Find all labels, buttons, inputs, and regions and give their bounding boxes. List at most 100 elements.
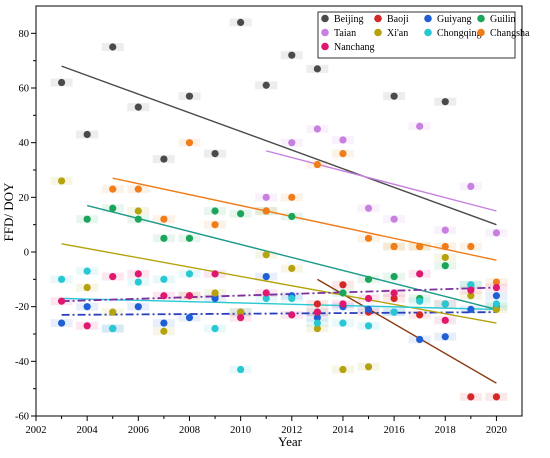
y-tick-label: -20	[15, 302, 29, 313]
data-point-nanchang	[83, 322, 91, 330]
y-tick-label: 40	[19, 138, 30, 149]
data-point-chongqing	[211, 324, 219, 333]
data-point-chongqing	[160, 275, 168, 283]
data-point-changsha	[313, 160, 321, 169]
trend-line-guilin	[86, 204, 497, 311]
data-point-baoji	[313, 300, 321, 308]
data-point-baoji	[467, 393, 475, 401]
data-point-changsha	[109, 185, 117, 193]
x-tick-label: 2010	[230, 425, 251, 436]
data-point-guilin	[83, 215, 91, 223]
data-point-xi-an	[339, 365, 347, 374]
data-point-changsha	[160, 215, 168, 223]
data-point-chongqing	[364, 322, 373, 330]
data-point-guiyang	[467, 305, 475, 313]
data-point-guiyang	[262, 273, 270, 281]
x-tick-label: 2012	[281, 425, 302, 436]
legend-marker-guiyang	[424, 14, 432, 23]
data-point-nanchang	[492, 283, 501, 292]
data-point-nanchang	[211, 270, 219, 278]
data-point-chongqing	[57, 275, 66, 283]
data-point-xi-an	[364, 363, 373, 371]
y-tick-label: 60	[19, 84, 30, 95]
x-tick-label: 2020	[486, 425, 507, 436]
data-point-changsha	[467, 242, 475, 251]
legend-label-chongqing: Chongqing	[437, 28, 481, 39]
y-tick-label: 80	[19, 29, 30, 40]
data-point-nanchang	[390, 289, 398, 297]
legend: Beijing Baoji Guiyang Guilin Taian Xi'an Chong…	[317, 11, 530, 59]
data-point-changsha	[492, 278, 501, 286]
data-point-nanchang	[467, 286, 475, 294]
data-point-taian	[467, 182, 475, 190]
data-point-xi-an	[492, 305, 501, 313]
data-point-beijing	[185, 92, 194, 100]
data-point-chongqing	[467, 281, 475, 289]
x-tick-label: 2014	[332, 425, 354, 436]
data-point-nanchang	[288, 311, 296, 319]
data-point-guiyang	[313, 314, 321, 322]
legend-marker-guilin	[477, 14, 485, 23]
data-point-chongqing	[262, 294, 270, 303]
data-point-baoji	[492, 393, 501, 401]
data-point-xi-an	[262, 251, 270, 259]
data-point-xi-an	[313, 324, 321, 333]
data-point-chongqing	[185, 270, 194, 278]
data-point-guiyang	[83, 303, 91, 311]
data-point-taian	[364, 204, 373, 212]
y-tick-label: -40	[15, 357, 29, 368]
data-point-xi-an	[160, 327, 168, 335]
data-point-guilin	[109, 204, 117, 212]
data-point-nanchang	[185, 292, 194, 300]
data-point-guilin	[339, 289, 347, 297]
data-point-changsha	[288, 193, 296, 201]
data-point-guiyang	[492, 292, 501, 300]
x-tick-label: 2006	[128, 425, 149, 436]
data-point-nanchang	[416, 270, 424, 278]
trend-line-layer	[61, 65, 497, 384]
data-point-beijing	[109, 43, 117, 51]
y-tick-label: -60	[15, 412, 29, 423]
point-halo-layer	[50, 18, 508, 401]
data-point-baoji	[339, 281, 347, 289]
data-point-beijing	[313, 65, 321, 73]
trend-line-baoji	[317, 278, 497, 384]
trend-line-changsha	[112, 177, 497, 261]
x-tick-label: 2018	[435, 425, 456, 436]
data-point-chongqing	[237, 365, 245, 374]
data-point-guiyang	[211, 294, 219, 303]
data-point-guiyang	[160, 319, 168, 327]
y-tick-label: 20	[19, 193, 30, 204]
data-point-taian	[262, 193, 270, 201]
data-point-changsha	[364, 234, 373, 242]
x-axis-label: Year	[278, 434, 303, 449]
legend-label-taian: Taian	[334, 28, 356, 39]
trend-line-nanchang	[61, 286, 497, 303]
data-point-taian	[390, 215, 398, 223]
y-tick-label: 0	[24, 248, 29, 259]
data-point-nanchang	[364, 294, 373, 303]
data-point-chongqing	[416, 297, 424, 305]
data-point-guilin	[160, 234, 168, 242]
legend-label-guiyang: Guiyang	[437, 14, 471, 25]
data-point-beijing	[288, 51, 296, 59]
legend-label-beijing: Beijing	[334, 14, 363, 25]
data-point-guilin	[441, 262, 449, 270]
data-point-guilin	[134, 215, 142, 223]
data-point-chongqing	[288, 294, 296, 303]
data-point-guiyang	[416, 335, 424, 344]
data-point-baoji	[416, 311, 424, 319]
data-point-guiyang	[185, 314, 194, 322]
legend-marker-chongqing	[424, 28, 432, 37]
data-point-nanchang	[262, 289, 270, 297]
legend-label-nanchang: Nanchang	[334, 42, 375, 53]
data-point-nanchang	[441, 316, 449, 324]
data-point-taian	[288, 139, 296, 147]
data-point-chongqing	[134, 278, 142, 286]
data-point-xi-an	[57, 177, 66, 185]
data-point-taian	[492, 229, 501, 237]
legend-marker-changsha	[477, 28, 485, 37]
trend-line-guiyang	[61, 311, 497, 316]
data-point-beijing	[390, 92, 398, 100]
